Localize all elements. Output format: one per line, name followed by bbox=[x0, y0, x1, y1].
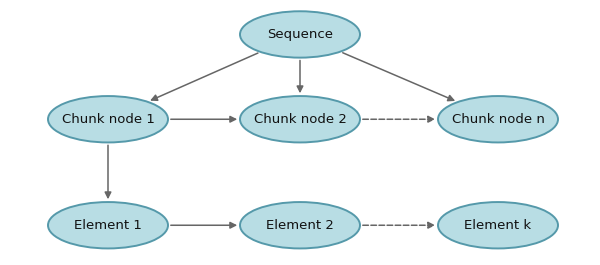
Ellipse shape bbox=[240, 96, 360, 143]
Text: Chunk node n: Chunk node n bbox=[452, 113, 544, 126]
Ellipse shape bbox=[438, 96, 558, 143]
Text: Element 1: Element 1 bbox=[74, 219, 142, 232]
Ellipse shape bbox=[438, 202, 558, 249]
Text: Chunk node 2: Chunk node 2 bbox=[254, 113, 346, 126]
Text: Chunk node 1: Chunk node 1 bbox=[62, 113, 154, 126]
Text: Element k: Element k bbox=[464, 219, 532, 232]
Ellipse shape bbox=[240, 202, 360, 249]
Ellipse shape bbox=[48, 202, 168, 249]
Ellipse shape bbox=[240, 11, 360, 58]
Text: Sequence: Sequence bbox=[267, 28, 333, 41]
Text: Element 2: Element 2 bbox=[266, 219, 334, 232]
Ellipse shape bbox=[48, 96, 168, 143]
